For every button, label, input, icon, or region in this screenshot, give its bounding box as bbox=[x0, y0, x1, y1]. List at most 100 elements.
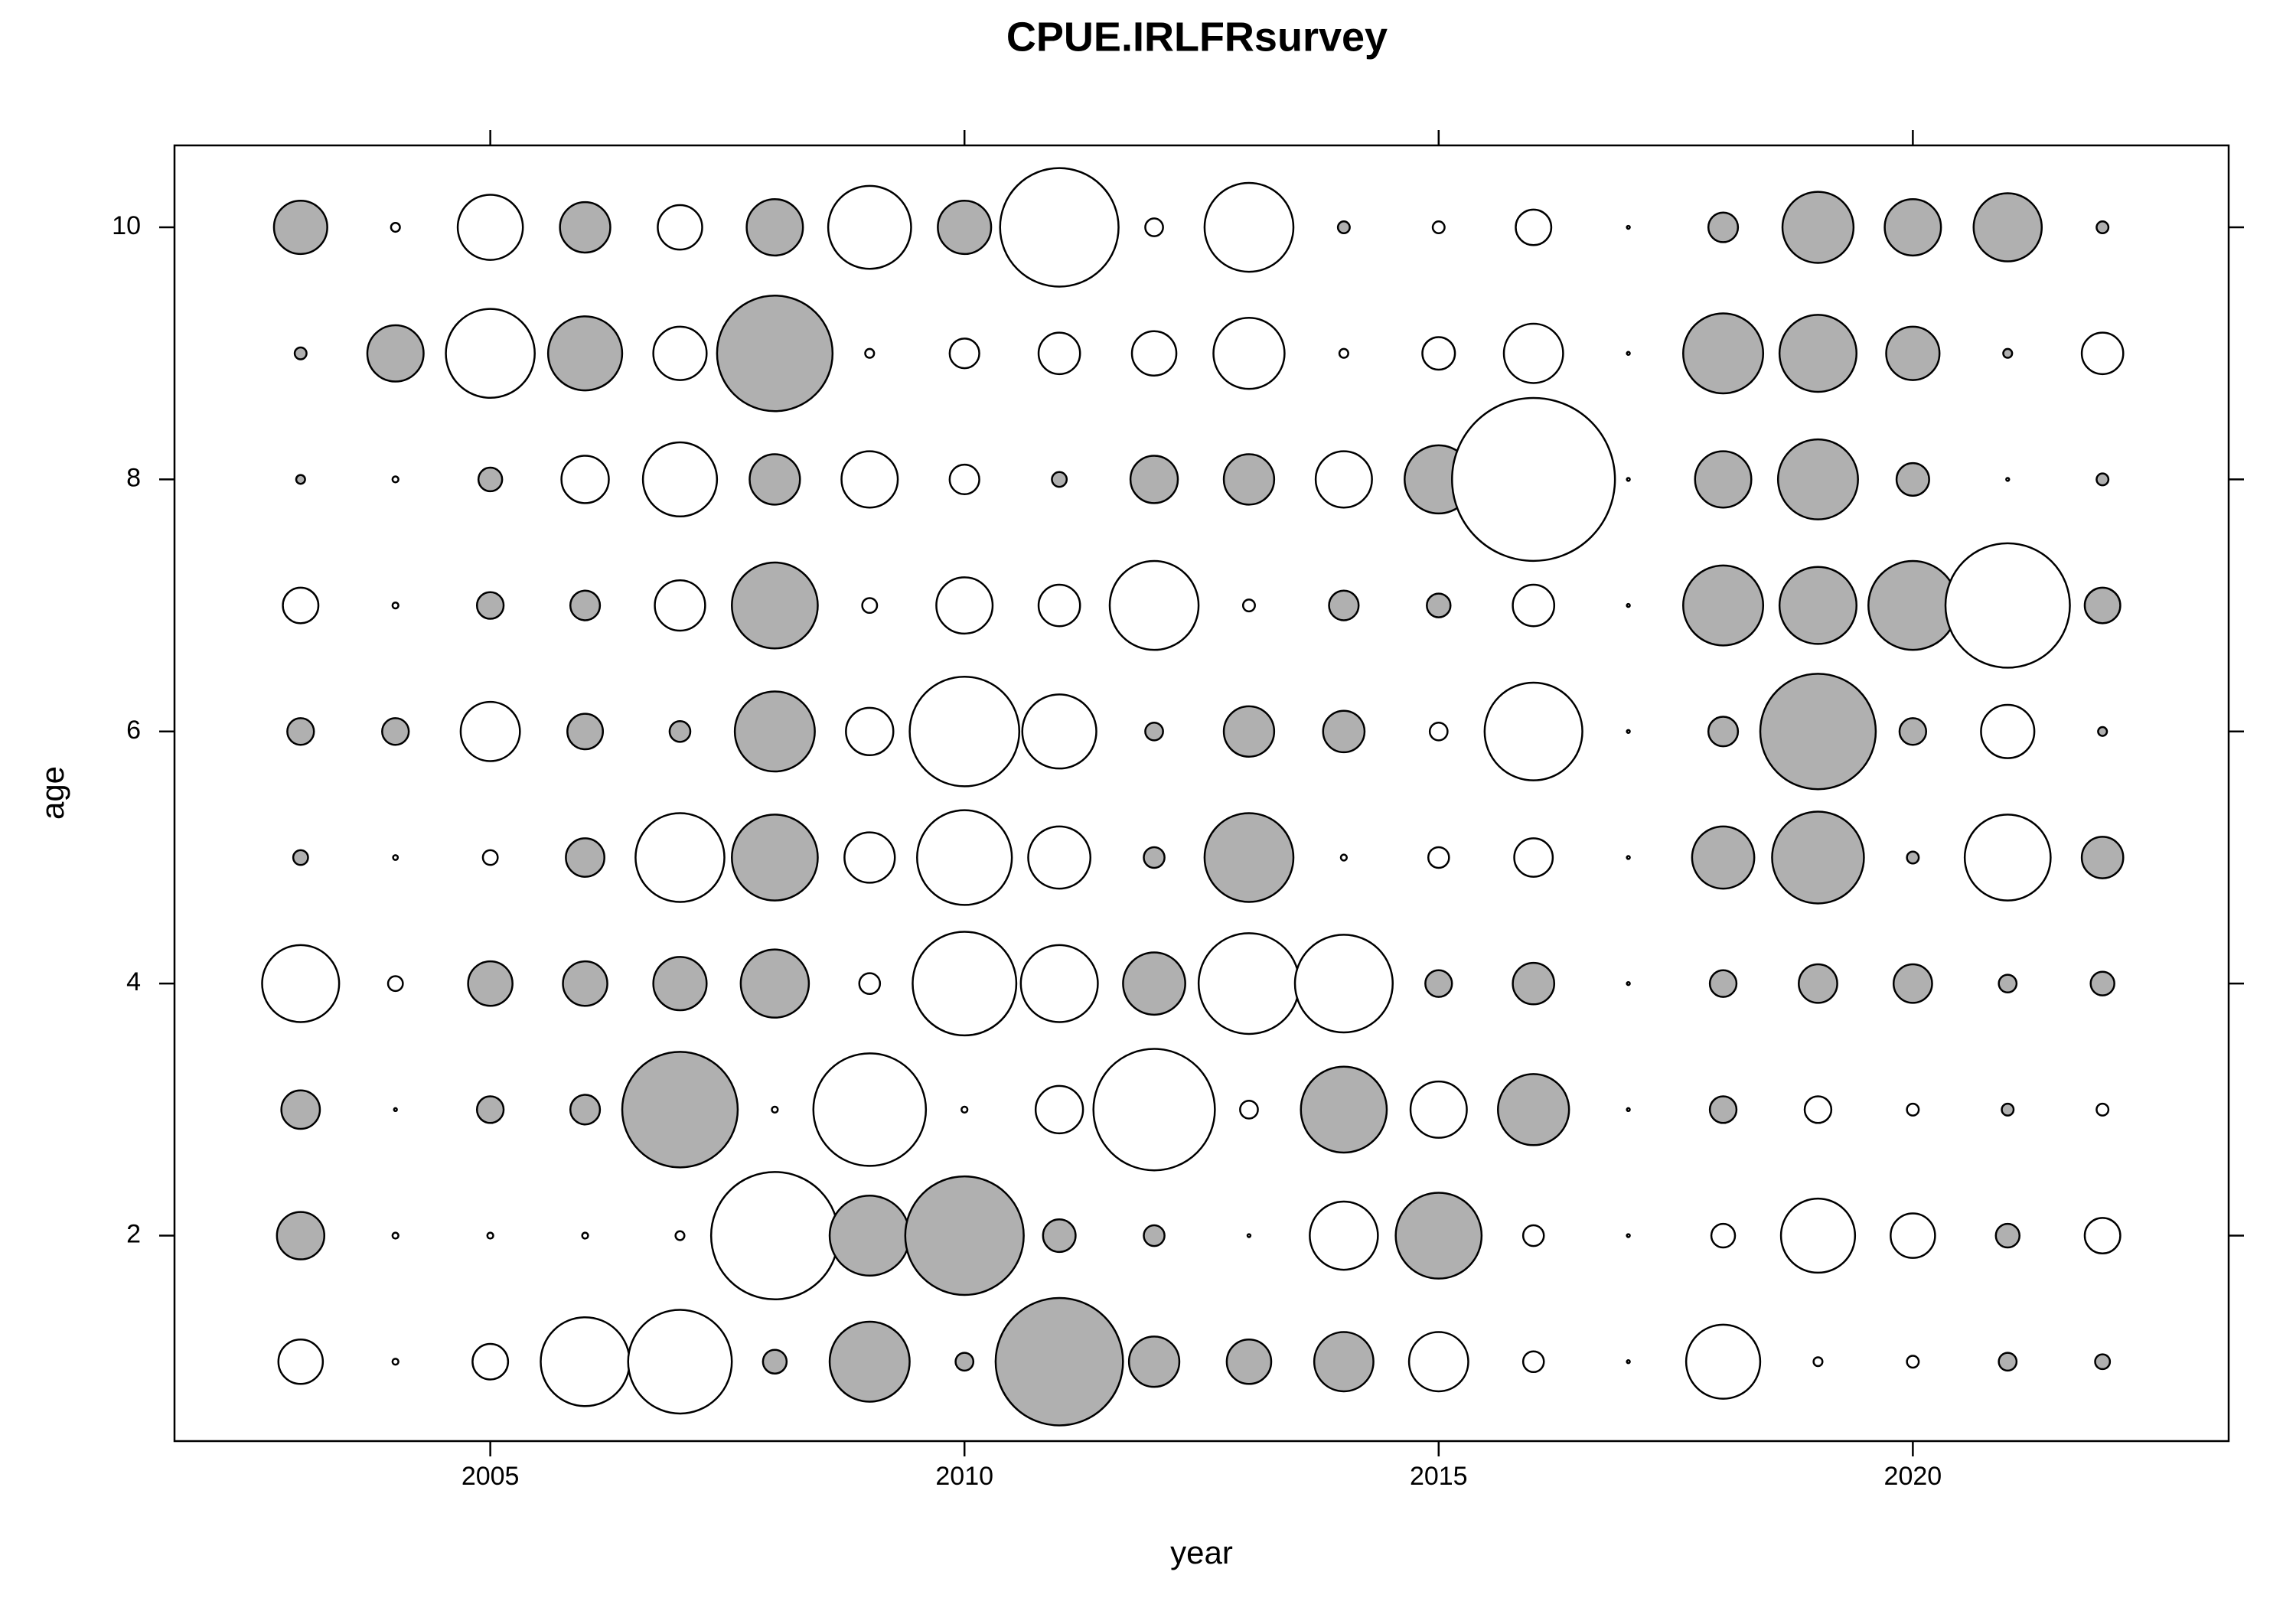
bubble bbox=[2095, 1102, 2110, 1117]
bubble bbox=[960, 1105, 969, 1114]
bubble bbox=[858, 972, 882, 995]
bubble bbox=[1512, 583, 1556, 628]
y-tick-label: 2 bbox=[126, 1220, 141, 1249]
bubble bbox=[386, 975, 404, 993]
bubble bbox=[2080, 331, 2125, 376]
bubble bbox=[1626, 855, 1631, 860]
bubble bbox=[2083, 586, 2122, 625]
bubble bbox=[1336, 220, 1351, 235]
bubble bbox=[456, 194, 524, 261]
y-axis-label: age bbox=[34, 766, 70, 820]
bubble bbox=[994, 1296, 1124, 1427]
bubble bbox=[1293, 934, 1394, 1034]
bubble bbox=[1051, 471, 1068, 488]
bubble bbox=[559, 201, 612, 254]
x-tick-label: 2005 bbox=[461, 1462, 520, 1491]
bubble bbox=[1092, 1048, 1216, 1172]
bubble bbox=[391, 1358, 400, 1366]
bubble bbox=[674, 1230, 686, 1241]
bubble bbox=[391, 601, 400, 610]
bubble bbox=[1626, 729, 1631, 734]
bubble bbox=[1521, 1224, 1545, 1247]
bubble bbox=[1776, 438, 1859, 520]
bubble bbox=[652, 325, 708, 381]
bubble bbox=[1626, 351, 1631, 356]
bubble bbox=[1513, 837, 1554, 878]
bubble bbox=[391, 475, 400, 484]
bubble bbox=[1197, 932, 1301, 1035]
bubble bbox=[1708, 969, 1738, 998]
bubble bbox=[459, 700, 521, 762]
bubble bbox=[1707, 716, 1740, 748]
bubble bbox=[1497, 1073, 1570, 1146]
bubble bbox=[569, 589, 602, 621]
plot-frame bbox=[173, 144, 2230, 1443]
bubble bbox=[2001, 1102, 2015, 1117]
bubble bbox=[1021, 693, 1097, 770]
bubble bbox=[392, 854, 400, 861]
bubble bbox=[540, 1316, 631, 1407]
bubble bbox=[1328, 589, 1360, 621]
bubble bbox=[1626, 224, 1631, 230]
bubble bbox=[1694, 450, 1753, 509]
bubble bbox=[1781, 191, 1855, 264]
bubble bbox=[845, 706, 895, 757]
bubble bbox=[861, 597, 879, 615]
bubble bbox=[1143, 1224, 1166, 1247]
bubble bbox=[381, 717, 410, 746]
bubble bbox=[277, 1338, 325, 1385]
bubble bbox=[1972, 192, 2043, 263]
bubble bbox=[912, 931, 1018, 1037]
bubble bbox=[1019, 944, 1099, 1023]
x-tick-label: 2020 bbox=[1884, 1462, 1942, 1491]
bubble bbox=[739, 948, 810, 1019]
bubble bbox=[908, 675, 1021, 788]
bubble bbox=[827, 184, 912, 270]
bubble bbox=[2097, 726, 2108, 737]
bubble bbox=[1798, 963, 1838, 1004]
bubble bbox=[762, 1348, 788, 1375]
bubble bbox=[1944, 542, 2071, 669]
x-tick-label: 2015 bbox=[1410, 1462, 1468, 1491]
bubble bbox=[709, 1171, 840, 1301]
bubble bbox=[1778, 314, 1858, 393]
bubble bbox=[1409, 1080, 1468, 1139]
bubble bbox=[1241, 598, 1256, 613]
bubble bbox=[1980, 703, 2036, 759]
bubble bbox=[1890, 1212, 1936, 1259]
bubble bbox=[1144, 217, 1164, 237]
bubble bbox=[1246, 1233, 1252, 1238]
bubble bbox=[1407, 1331, 1469, 1393]
bubble bbox=[276, 1211, 326, 1260]
bubble bbox=[1424, 969, 1453, 998]
bubble bbox=[1682, 564, 1765, 647]
bubble bbox=[1122, 951, 1186, 1016]
bubble bbox=[581, 1231, 589, 1240]
bubble bbox=[716, 295, 834, 413]
bubble bbox=[1421, 336, 1456, 371]
bubble bbox=[560, 455, 610, 504]
bubble bbox=[477, 466, 504, 493]
bubble bbox=[1212, 317, 1286, 390]
bubble bbox=[731, 814, 819, 902]
bubble bbox=[1309, 1200, 1379, 1271]
bubble bbox=[1129, 455, 1179, 504]
bubble bbox=[1885, 325, 1941, 381]
bubble bbox=[843, 831, 896, 884]
bubble bbox=[748, 453, 801, 506]
bubble bbox=[272, 199, 328, 256]
bubble bbox=[1626, 602, 1631, 608]
x-axis-label: year bbox=[1170, 1534, 1233, 1570]
bubble bbox=[1707, 211, 1740, 243]
bubble bbox=[935, 576, 994, 635]
bubble bbox=[1710, 1222, 1737, 1249]
x-tick-label: 2010 bbox=[935, 1462, 993, 1491]
bubble bbox=[1895, 461, 1930, 497]
bubble bbox=[2002, 347, 2014, 359]
bubble bbox=[1483, 681, 1583, 781]
bubble bbox=[1203, 812, 1295, 903]
bubble bbox=[569, 1094, 602, 1126]
bubble bbox=[1963, 814, 2052, 902]
bubble bbox=[1322, 709, 1366, 754]
bubble bbox=[627, 1309, 733, 1415]
